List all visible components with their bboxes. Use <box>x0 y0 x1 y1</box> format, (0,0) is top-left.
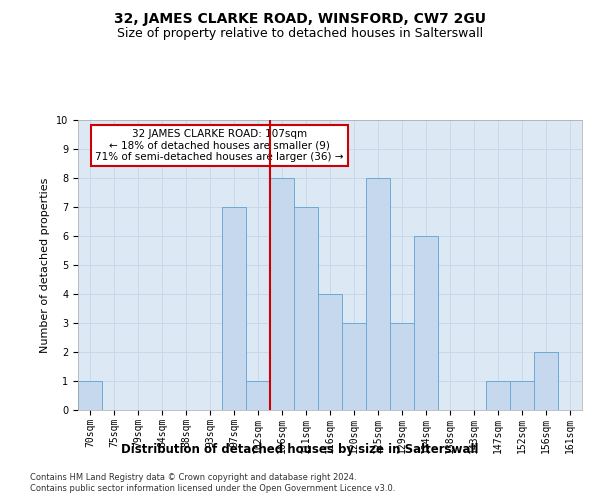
Text: Contains HM Land Registry data © Crown copyright and database right 2024.: Contains HM Land Registry data © Crown c… <box>30 472 356 482</box>
Bar <box>342 323 366 410</box>
Y-axis label: Number of detached properties: Number of detached properties <box>40 178 50 352</box>
Bar <box>486 381 510 410</box>
Bar <box>414 236 438 410</box>
Bar <box>294 207 318 410</box>
Bar <box>390 323 414 410</box>
Bar <box>270 178 294 410</box>
Text: 32 JAMES CLARKE ROAD: 107sqm
← 18% of detached houses are smaller (9)
71% of sem: 32 JAMES CLARKE ROAD: 107sqm ← 18% of de… <box>95 128 343 162</box>
Text: 32, JAMES CLARKE ROAD, WINSFORD, CW7 2GU: 32, JAMES CLARKE ROAD, WINSFORD, CW7 2GU <box>114 12 486 26</box>
Bar <box>222 207 246 410</box>
Bar <box>366 178 390 410</box>
Text: Size of property relative to detached houses in Salterswall: Size of property relative to detached ho… <box>117 28 483 40</box>
Bar <box>534 352 558 410</box>
Bar <box>246 381 270 410</box>
Bar <box>510 381 534 410</box>
Text: Distribution of detached houses by size in Salterswall: Distribution of detached houses by size … <box>121 442 479 456</box>
Bar <box>78 381 102 410</box>
Bar <box>318 294 342 410</box>
Text: Contains public sector information licensed under the Open Government Licence v3: Contains public sector information licen… <box>30 484 395 493</box>
